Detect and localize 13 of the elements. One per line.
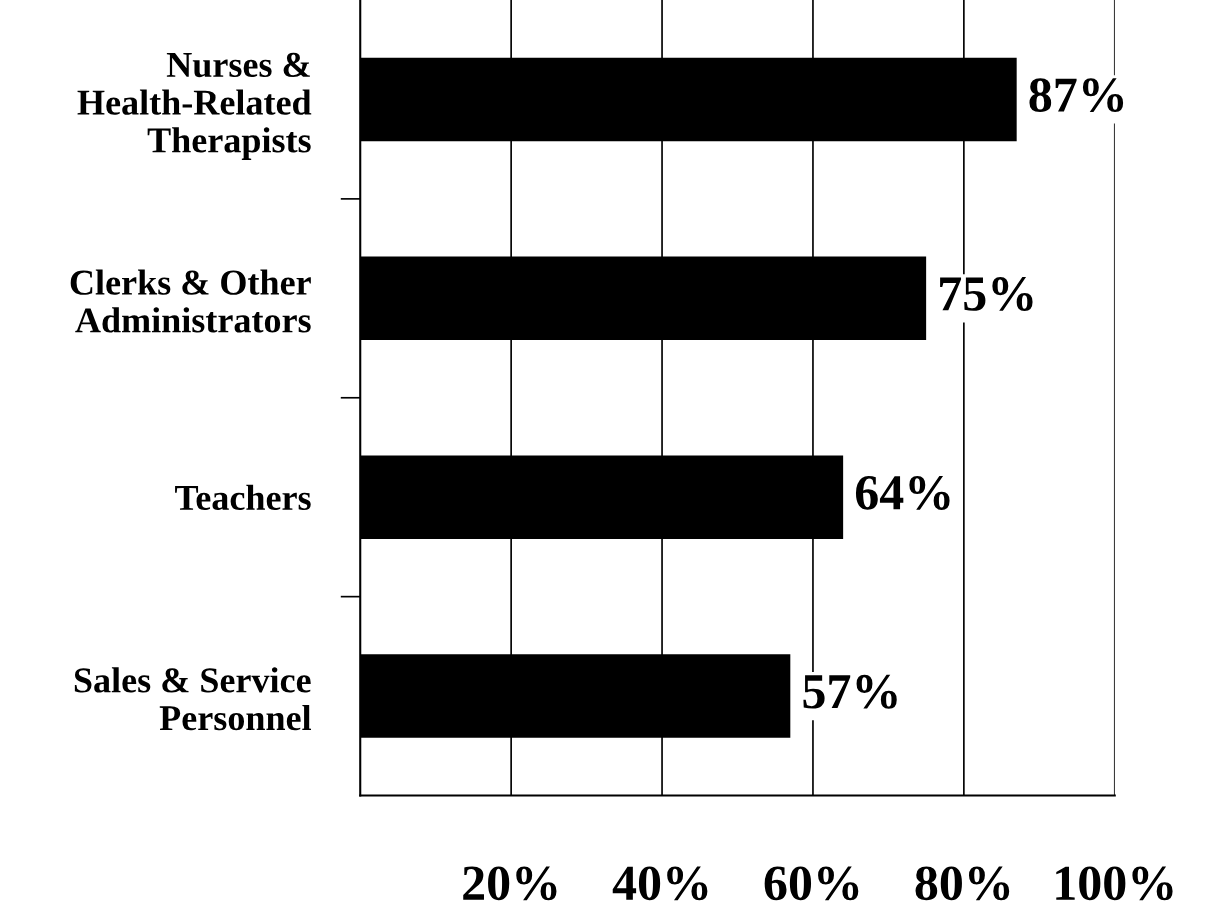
y-tick-label: Sales & Service Personnel <box>74 667 311 731</box>
data-label: 57% <box>803 674 897 709</box>
data-label: 64% <box>855 475 950 510</box>
data-label: 75% <box>940 277 1033 311</box>
x-tick-label: 100% <box>1056 866 1173 901</box>
y-tick-label: Nurses & Health-Related Therapists <box>77 52 312 160</box>
x-tick-label: 80% <box>915 866 1010 901</box>
x-tick-label: 20% <box>463 866 557 901</box>
y-tick-label: Clerks & Other Administrators <box>70 269 311 333</box>
x-tick-label: 60% <box>764 866 859 901</box>
x-tick-label: 40% <box>612 866 708 901</box>
data-label: 87% <box>1029 78 1124 113</box>
y-tick-label: Teachers <box>175 484 311 511</box>
